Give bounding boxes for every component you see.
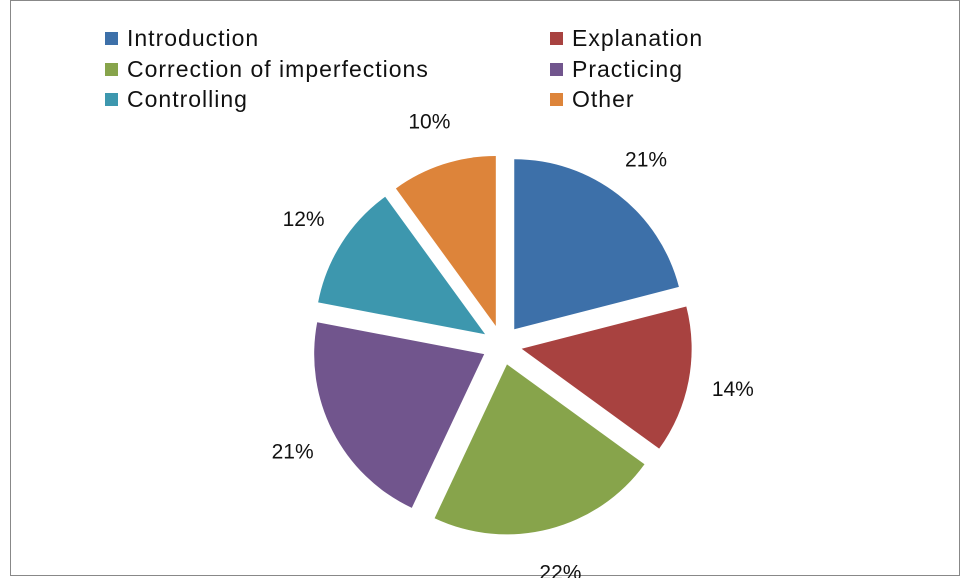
- pie-slice-other: [395, 155, 496, 326]
- pie-slice-correction: [434, 364, 645, 535]
- pie-data-label-other: 10%: [408, 111, 450, 134]
- legend-label-introduction: Introduction: [127, 24, 260, 51]
- legend-swatch-other: [550, 92, 563, 106]
- legend-swatch-explanation: [550, 31, 563, 45]
- legend-item-controlling: Controlling: [105, 84, 248, 114]
- legend-swatch-introduction: [105, 31, 118, 45]
- legend-swatch-correction: [105, 62, 118, 76]
- legend-swatch-practicing: [550, 62, 563, 76]
- pie-slice-practicing: [314, 322, 485, 508]
- legend-item-explanation: Explanation: [550, 23, 703, 53]
- legend-label-other: Other: [572, 85, 635, 112]
- legend-item-other: Other: [550, 84, 635, 114]
- legend-label-correction: Correction of imperfections: [127, 55, 429, 82]
- pie-slice-controlling: [318, 196, 486, 335]
- legend-label-practicing: Practicing: [572, 55, 683, 82]
- pie-data-label-practicing: 21%: [272, 441, 314, 464]
- pie-slice-explanation: [521, 306, 692, 449]
- legend-item-correction: Correction of imperfections: [105, 54, 429, 84]
- legend-item-introduction: Introduction: [105, 23, 259, 53]
- chart-legend: Introduction Explanation Correction of i…: [0, 0, 962, 120]
- pie-data-label-controlling: 12%: [283, 208, 325, 231]
- pie-data-label-correction: 22%: [539, 562, 581, 578]
- legend-label-explanation: Explanation: [572, 24, 704, 51]
- legend-swatch-controlling: [105, 92, 118, 106]
- pie-data-label-introduction: 21%: [625, 148, 667, 171]
- legend-item-practicing: Practicing: [550, 54, 683, 84]
- pie-data-label-explanation: 14%: [712, 378, 754, 401]
- legend-label-controlling: Controlling: [127, 85, 248, 112]
- pie-slice-introduction: [514, 159, 679, 330]
